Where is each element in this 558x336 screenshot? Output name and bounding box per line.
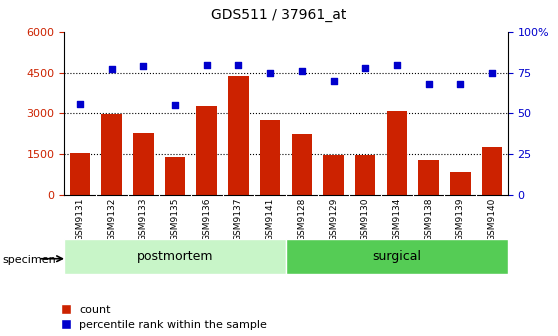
- Bar: [387, 111, 407, 195]
- Bar: [196, 106, 217, 195]
- Point: [107, 67, 116, 72]
- Bar: [355, 155, 376, 195]
- Bar: [64, 239, 286, 274]
- Bar: [133, 133, 153, 195]
- Bar: [482, 146, 502, 195]
- Point: [171, 102, 180, 108]
- Point: [139, 64, 148, 69]
- Bar: [102, 114, 122, 195]
- Bar: [70, 153, 90, 195]
- Point: [203, 62, 211, 67]
- Point: [456, 81, 465, 87]
- Text: GDS511 / 37961_at: GDS511 / 37961_at: [211, 8, 347, 23]
- Point: [424, 81, 433, 87]
- Text: surgical: surgical: [372, 250, 421, 263]
- Point: [75, 101, 84, 106]
- Legend: count, percentile rank within the sample: count, percentile rank within the sample: [61, 305, 267, 330]
- Bar: [228, 76, 249, 195]
- Point: [266, 70, 275, 75]
- Bar: [165, 157, 185, 195]
- Bar: [291, 134, 312, 195]
- Point: [488, 70, 497, 75]
- Point: [297, 68, 306, 74]
- Point: [392, 62, 401, 67]
- Point: [234, 62, 243, 67]
- Bar: [260, 120, 281, 195]
- Bar: [323, 155, 344, 195]
- Bar: [450, 172, 470, 195]
- Point: [329, 78, 338, 84]
- Bar: [418, 160, 439, 195]
- Bar: [286, 239, 508, 274]
- Point: [360, 65, 369, 71]
- Text: postmortem: postmortem: [137, 250, 213, 263]
- Text: specimen: specimen: [3, 255, 56, 265]
